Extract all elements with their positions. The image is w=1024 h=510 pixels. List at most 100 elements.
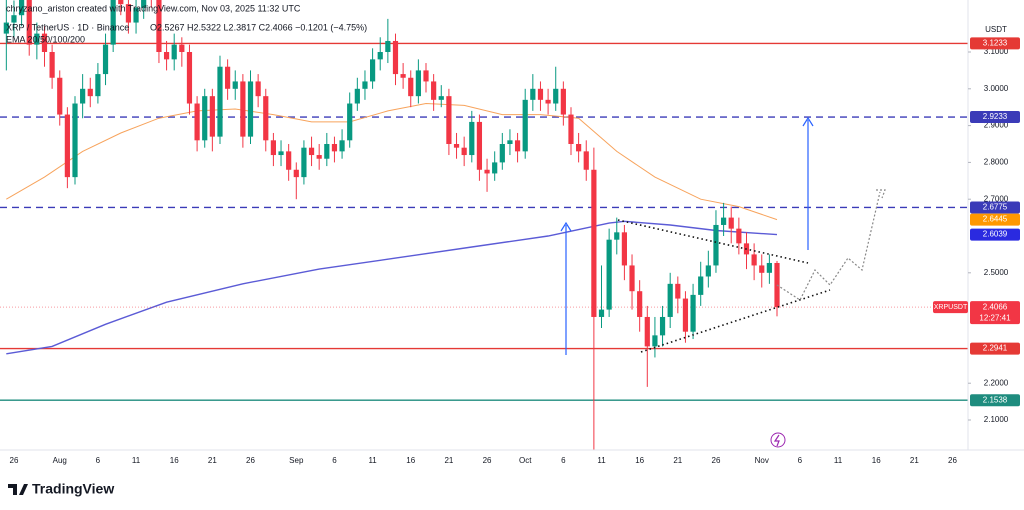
level-label-box [970, 37, 1020, 50]
candle-body [72, 103, 78, 178]
candle-body [675, 283, 681, 299]
candle-body [759, 265, 765, 273]
candle-body [537, 88, 544, 100]
candle-body [591, 169, 597, 317]
x-tick-label: Sep [289, 456, 304, 465]
x-tick-label: 26 [712, 456, 721, 465]
candle-body [270, 140, 276, 156]
candle-body [247, 81, 254, 137]
event-icon[interactable] [770, 432, 786, 448]
candle-body [125, 4, 132, 23]
arrow-head [802, 116, 814, 127]
brand-logo: TradingView [8, 481, 114, 497]
candle-body [423, 70, 429, 82]
y-tick-label: 2.5000 [984, 268, 1009, 277]
candle-body [377, 51, 383, 60]
x-tick-label: 26 [246, 456, 255, 465]
candle-body [80, 88, 86, 104]
candle-body [217, 66, 223, 137]
candle-body [461, 147, 467, 156]
candle-body [659, 316, 666, 336]
ema-line [6, 102, 778, 221]
level-label-box [970, 111, 1020, 124]
x-tick-label: Oct [519, 456, 532, 465]
candle-body [553, 88, 559, 104]
level-label-box [970, 394, 1020, 407]
candle-body [278, 151, 284, 156]
y-tick-label: 2.7000 [984, 194, 1009, 203]
level-label: 2.9233 [983, 112, 1008, 121]
y-tick-label: 2.9000 [984, 121, 1009, 130]
candle-body [362, 81, 368, 89]
candle-body [453, 144, 460, 148]
x-tick-label: 26 [10, 456, 19, 465]
candle-body [141, 0, 147, 8]
brand: TradingView [32, 481, 114, 497]
candle-body [415, 70, 421, 97]
candle-body [751, 254, 757, 266]
y-tick-label: 3.1000 [984, 47, 1009, 56]
indicator: EMA 20/50/100/200 [6, 34, 85, 44]
candle-body [49, 51, 55, 78]
candle-body [705, 265, 711, 277]
currency: USDT [985, 25, 1007, 34]
candle-body [644, 316, 650, 347]
candle-body [652, 335, 658, 347]
candle-body [476, 121, 483, 170]
level-label-box [970, 342, 1020, 355]
level-label: 2.6775 [983, 203, 1008, 212]
candle-body [545, 99, 551, 104]
candle-body [637, 291, 643, 317]
candle-body [240, 81, 246, 137]
candle-body [156, 0, 162, 52]
candle-body [87, 88, 93, 97]
x-tick-label: 6 [798, 456, 803, 465]
arrow-head [560, 221, 572, 232]
candle-body [301, 147, 307, 178]
ticker: XRPUSDT [934, 304, 968, 311]
x-tick-label: Nov [755, 456, 769, 465]
candle-body [385, 40, 391, 52]
candle-body [507, 140, 513, 145]
candle-body [713, 224, 719, 266]
candle-body [324, 144, 330, 159]
candle-body [682, 298, 689, 332]
projection-path [776, 191, 881, 301]
candle-body [3, 22, 9, 34]
candle-body [446, 96, 452, 145]
level-label: 2.1538 [983, 395, 1008, 404]
candle-body [225, 66, 231, 89]
candle-body [179, 44, 185, 52]
candle-body [568, 114, 574, 145]
ema-line [6, 220, 778, 355]
candle-body [690, 294, 696, 332]
candle-body [728, 217, 734, 229]
candle-body [720, 217, 727, 225]
candle-body [514, 140, 521, 152]
candle-body [255, 81, 261, 97]
candle-body [293, 169, 299, 178]
candle-body [614, 232, 620, 240]
candle-body [598, 309, 605, 317]
candle-body [316, 155, 322, 159]
candle-body [57, 77, 63, 115]
triangle-lower [640, 289, 831, 353]
x-tick-label: 11 [597, 456, 606, 465]
candle-body [736, 228, 742, 244]
candle-body [354, 88, 360, 104]
candle-body [392, 40, 399, 75]
projection-head [876, 189, 886, 199]
candle-body [209, 96, 215, 137]
last-price-box [970, 301, 1020, 325]
x-tick-label: 6 [561, 456, 566, 465]
candle-body [583, 151, 589, 170]
candle-body [18, 0, 25, 16]
candle-body [347, 103, 353, 141]
y-tick-label: 2.8000 [984, 158, 1009, 167]
x-tick-label: 21 [910, 456, 919, 465]
countdown: 12:27:41 [979, 313, 1011, 322]
x-tick-label: Aug [53, 456, 67, 465]
candle-body [133, 7, 139, 23]
x-tick-label: 16 [635, 456, 644, 465]
